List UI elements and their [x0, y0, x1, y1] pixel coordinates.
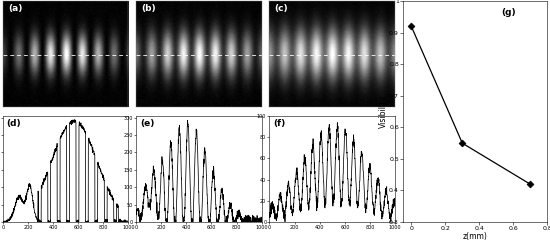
Text: (a): (a) [8, 4, 22, 13]
Text: (c): (c) [274, 4, 288, 13]
Text: (d): (d) [7, 119, 21, 128]
Text: (f): (f) [273, 119, 285, 128]
Y-axis label: Visibility: Visibility [379, 95, 388, 128]
X-axis label: z(mm): z(mm) [463, 232, 487, 241]
Text: (g): (g) [501, 8, 516, 17]
Text: (e): (e) [140, 119, 154, 128]
Text: (b): (b) [141, 4, 156, 13]
